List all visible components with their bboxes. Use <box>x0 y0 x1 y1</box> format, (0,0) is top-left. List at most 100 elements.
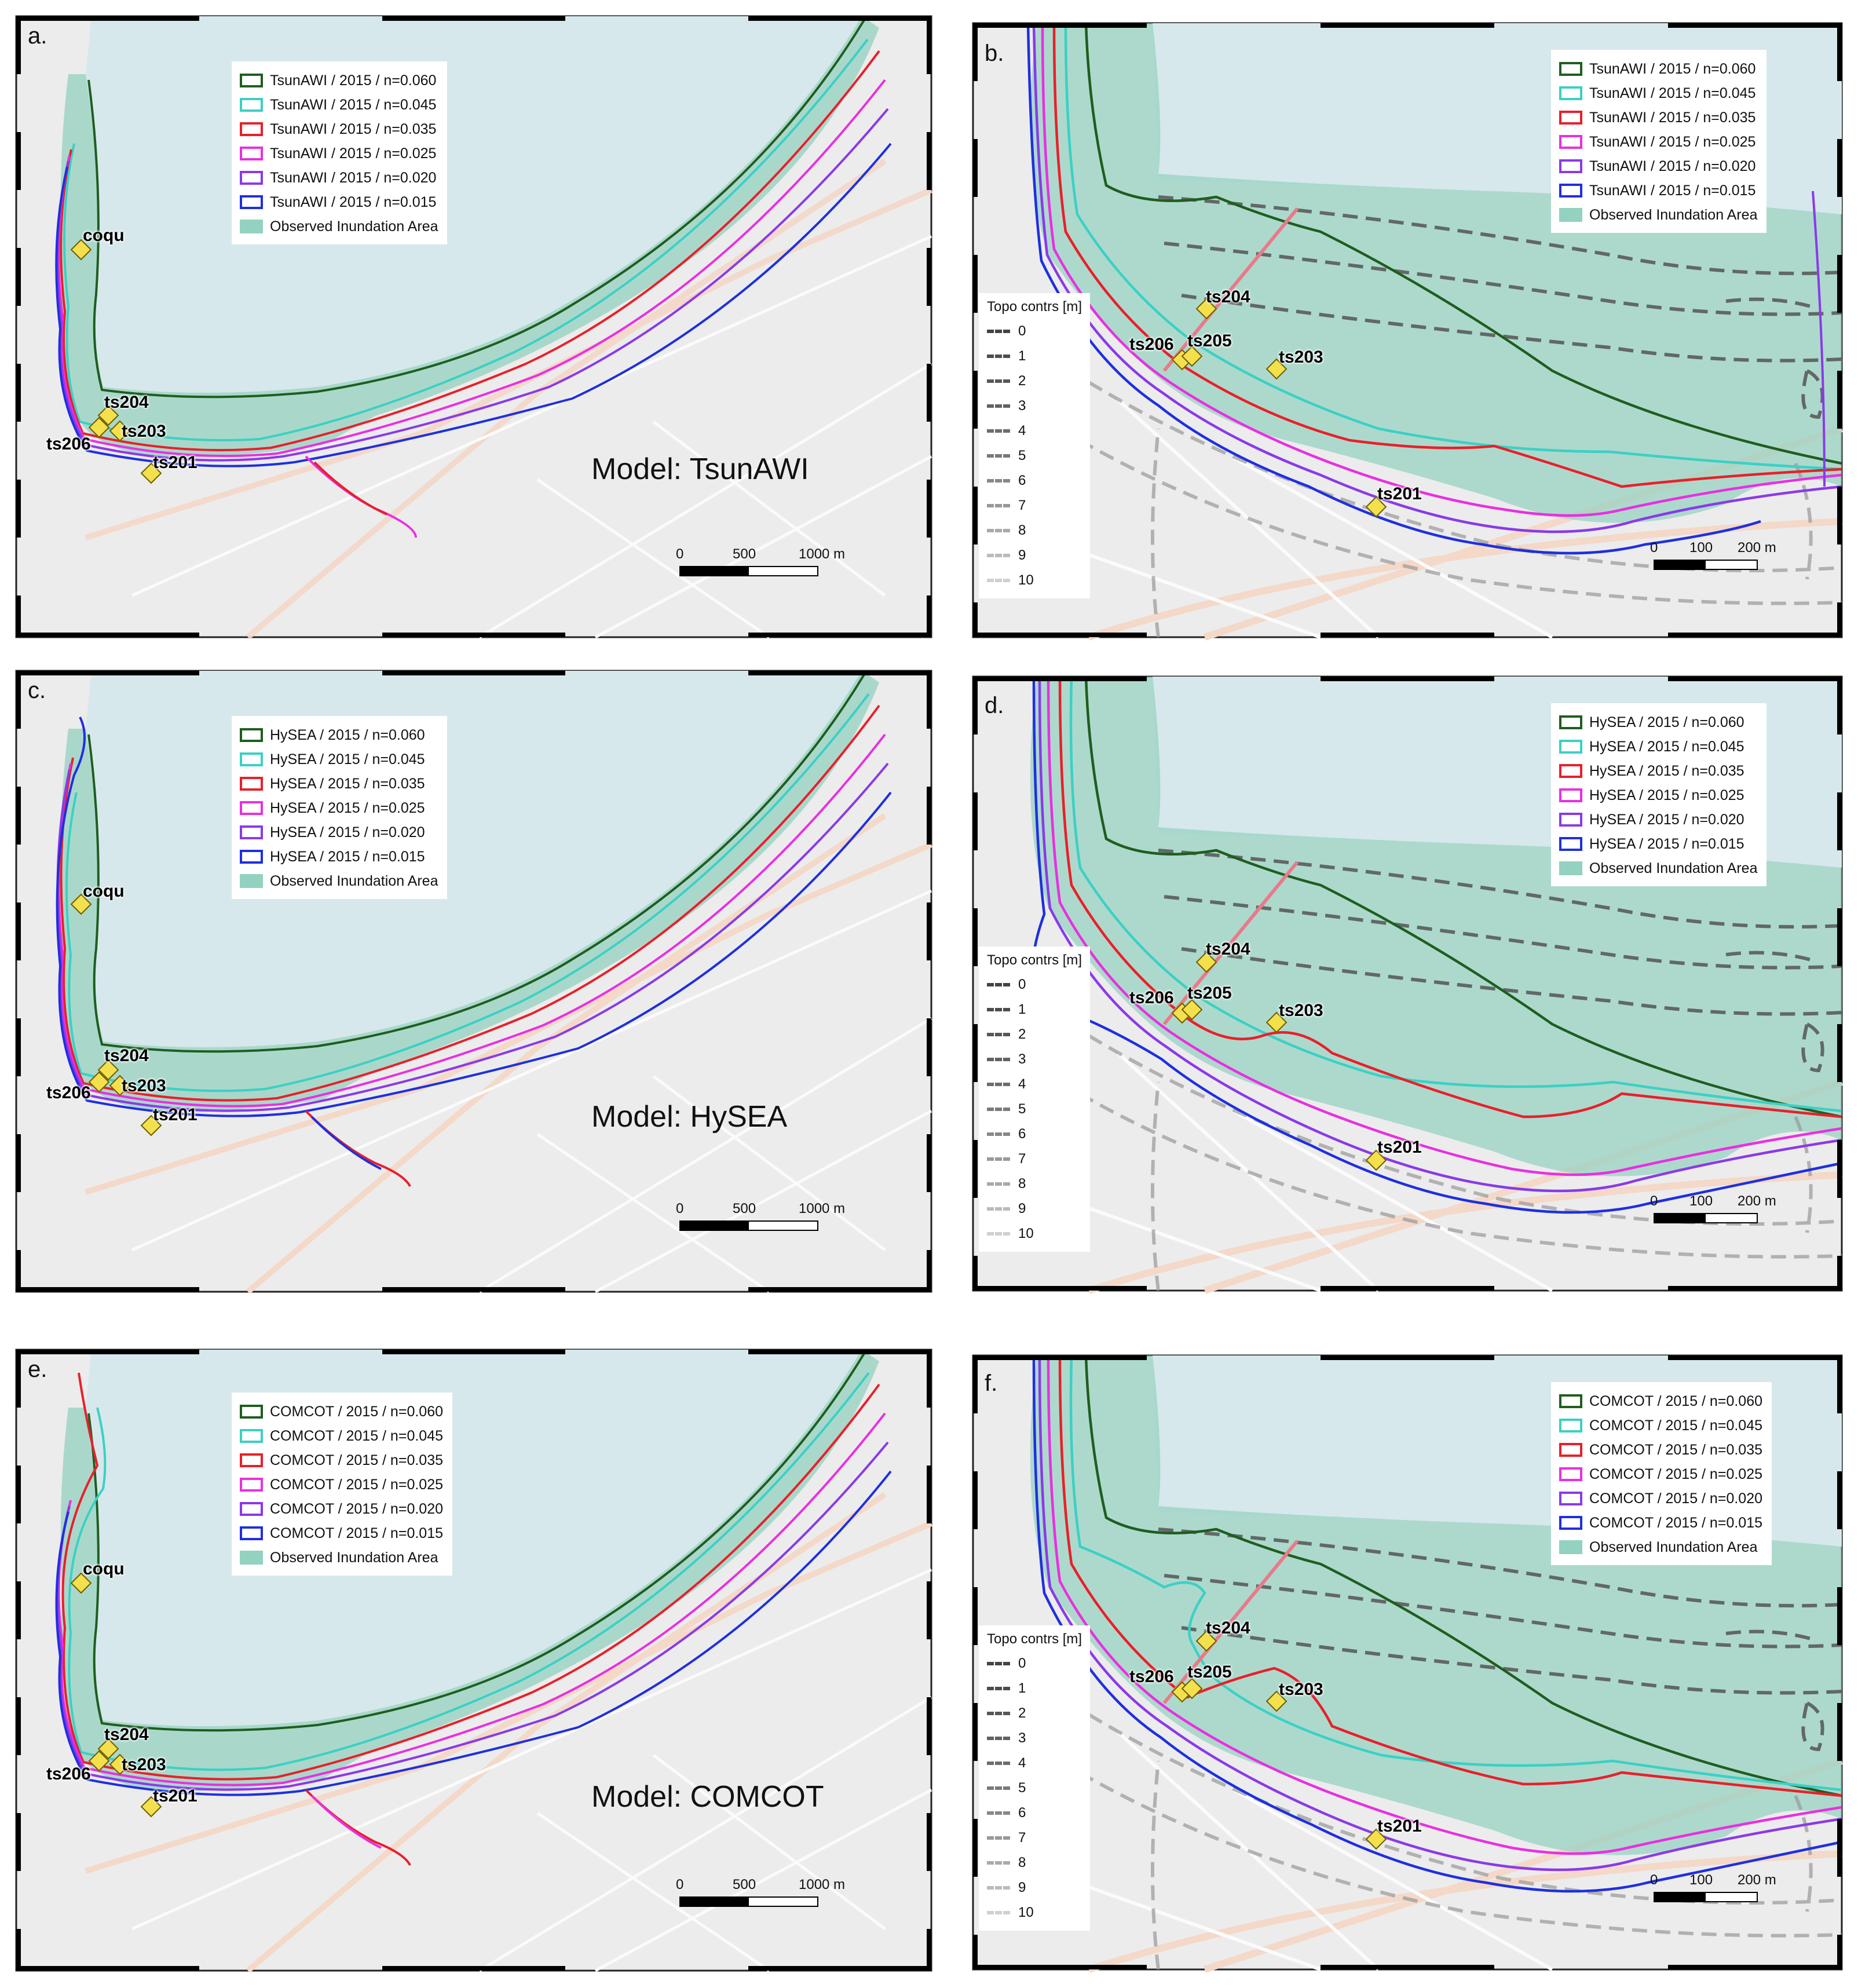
inundation-line-n025 <box>1041 23 1842 517</box>
inundation-line-n020 <box>56 108 889 462</box>
station-label: ts204 <box>104 1725 149 1744</box>
legend-label: COMCOT / 2015 / n=0.015 <box>1589 1514 1762 1531</box>
frame-tick <box>973 1140 978 1198</box>
inundation-line-n015 <box>1031 676 1842 1214</box>
legend-swatch <box>1559 740 1582 754</box>
topo-swatch <box>987 478 1010 483</box>
frame-tick <box>973 1965 1147 1969</box>
topo-level: 9 <box>1018 547 1026 563</box>
frame-tick <box>973 1024 978 1082</box>
legend-label: Observed Inundation Area <box>1589 1538 1758 1555</box>
legend-label: COMCOT / 2015 / n=0.045 <box>1589 1417 1762 1434</box>
inundation-line-n060 <box>87 673 866 1053</box>
topo-level: 4 <box>1018 1755 1026 1771</box>
frame-tick <box>16 595 21 637</box>
legend-item: TsunAWI / 2015 / n=0.025 <box>1559 130 1757 154</box>
legend-item: TsunAWI / 2015 / n=0.025 <box>240 141 438 166</box>
frame-tick <box>1837 677 1842 734</box>
legend-swatch <box>240 1478 263 1492</box>
topo-level: 7 <box>1018 497 1026 513</box>
station-label: ts206 <box>46 1764 91 1784</box>
legend-swatch <box>1559 788 1582 802</box>
legend-label: HySEA / 2015 / n=0.035 <box>270 775 425 792</box>
inundation-line-n045 <box>1069 676 1842 1113</box>
station-label: ts203 <box>122 422 166 441</box>
frame-tick <box>1837 1819 1842 1877</box>
station-label: ts203 <box>122 1076 166 1095</box>
panel-letter: c. <box>28 678 46 703</box>
legend-label: COMCOT / 2015 / n=0.045 <box>270 1427 443 1444</box>
model-label: Model: TsunAWI <box>591 452 809 486</box>
frame-tick <box>16 1250 21 1292</box>
inundation-line-n060 <box>87 18 866 399</box>
frame-tick <box>16 16 199 21</box>
topo-level: 4 <box>1018 422 1026 438</box>
station-label: ts201 <box>1377 484 1422 503</box>
frame-tick <box>1837 1587 1842 1645</box>
topo-level: 1 <box>1018 1001 1026 1017</box>
frame-tick <box>16 1134 21 1192</box>
legend-item: Observed Inundation Area <box>240 214 438 239</box>
scale-bar: 0 100 200 m <box>1650 1193 1776 1223</box>
legend-label: HySEA / 2015 / n=0.015 <box>1589 835 1744 852</box>
inundation-line-n020 <box>56 1441 889 1791</box>
frame-tick <box>1668 23 1842 28</box>
frame-tick <box>1837 1471 1842 1529</box>
frame-tick <box>973 23 1147 28</box>
legend-item: Observed Inundation Area <box>240 1545 443 1570</box>
frame-tick <box>1837 1703 1842 1761</box>
legend-swatch <box>240 74 263 87</box>
legend-swatch <box>1559 1443 1582 1457</box>
panel-c: c. HySEA / 2015 / n=0.060 HySEA / 2015 /… <box>15 670 932 1294</box>
topo-swatch <box>987 1661 1010 1665</box>
frame-tick <box>927 595 931 637</box>
legend-swatch <box>240 1429 263 1443</box>
frame-tick <box>16 1813 21 1871</box>
legend-swatch-observed <box>240 220 263 233</box>
topo-legend: Topo contrs [m] 0 1 2 3 4 5 6 7 8 9 10 <box>979 947 1091 1252</box>
inundation-line-n045 <box>1064 23 1842 471</box>
legend-item: HySEA / 2015 / n=0.045 <box>1559 734 1757 759</box>
legend-item: HySEA / 2015 / n=0.060 <box>240 723 438 747</box>
scale-tick: 200 m <box>1738 540 1776 556</box>
legend-item: TsunAWI / 2015 / n=0.035 <box>240 117 438 141</box>
legend-label: Observed Inundation Area <box>270 1549 438 1566</box>
frame-tick <box>1837 371 1842 429</box>
legend-swatch <box>240 98 263 112</box>
legend-swatch <box>240 728 263 742</box>
legend-item: COMCOT / 2015 / n=0.025 <box>1559 1462 1762 1486</box>
legend-label: HySEA / 2015 / n=0.060 <box>270 726 425 743</box>
frame-tick <box>973 1703 978 1761</box>
inundation-line-n060 <box>1084 676 1842 1119</box>
legend-item: Observed Inundation Area <box>1559 203 1757 227</box>
legend-swatch <box>240 1502 263 1516</box>
topo-level: 3 <box>1018 1051 1026 1067</box>
topo-swatch <box>987 1811 1010 1815</box>
legend-label: TsunAWI / 2015 / n=0.020 <box>1589 158 1756 174</box>
legend-swatch <box>240 777 263 791</box>
legend-label: HySEA / 2015 / n=0.045 <box>270 751 425 768</box>
frame-tick <box>1837 1935 1842 1969</box>
legend-swatch <box>1559 837 1582 851</box>
legend-label: HySEA / 2015 / n=0.025 <box>270 799 425 816</box>
inundation-line-n045 <box>63 38 869 441</box>
frame-tick <box>927 1350 931 1408</box>
legend-item: COMCOT / 2015 / n=0.045 <box>1559 1413 1762 1438</box>
legend-label: HySEA / 2015 / n=0.020 <box>270 824 425 840</box>
scale-tick: 100 <box>1689 540 1713 556</box>
frame-tick <box>1837 23 1842 81</box>
frame-tick <box>16 1929 21 1971</box>
topo-swatch <box>987 1836 1010 1840</box>
frame-tick <box>382 16 565 21</box>
frame-tick <box>973 139 978 197</box>
inundation-line-n035 <box>1058 1355 1842 1797</box>
legend-swatch <box>240 1526 263 1540</box>
frame-tick <box>973 1587 978 1645</box>
scale-tick: 1000 m <box>799 546 846 562</box>
topo-swatch <box>987 982 1010 986</box>
legend-label: COMCOT / 2015 / n=0.035 <box>1589 1441 1762 1458</box>
legend: TsunAWI / 2015 / n=0.060 TsunAWI / 2015 … <box>1551 50 1767 233</box>
frame-tick <box>973 371 978 429</box>
inundation-line-n025 <box>310 1795 382 1849</box>
inundation-line-n015 <box>55 1470 892 1796</box>
